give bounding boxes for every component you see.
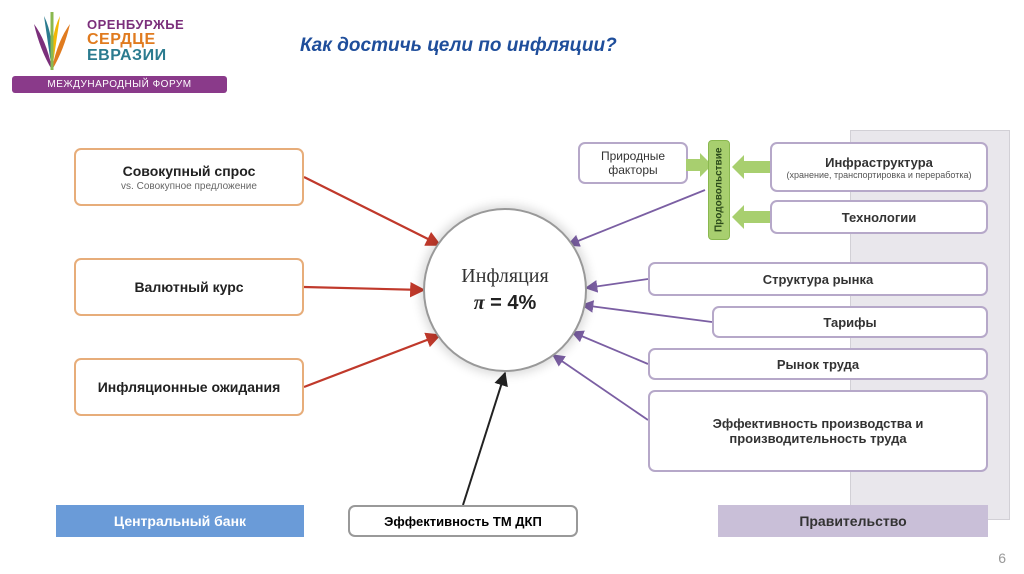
logo-line1: ОРЕНБУРЖЬЕ	[87, 18, 184, 32]
left-box-0: Совокупный спрос vs. Совокупное предложен…	[74, 148, 304, 206]
food-vertical-label: Продовольствие	[708, 140, 730, 240]
left-box-2: Инфляционные ожидания	[74, 358, 304, 416]
logo-line3: ЕВРАЗИИ	[87, 48, 184, 65]
right-green-label: Технологии	[842, 210, 916, 225]
page-number: 6	[998, 550, 1006, 566]
forum-logo: ОРЕНБУРЖЬЕ СЕРДЦЕ ЕВРАЗИИ МЕЖДУНАРОДНЫЙ …	[12, 8, 227, 93]
central-bank-footer: Центральный банк	[56, 505, 304, 537]
government-footer: Правительство	[718, 505, 988, 537]
inflation-label: Инфляция	[461, 265, 548, 288]
left-box-sub: vs. Совокупное предложение	[121, 181, 257, 192]
right-green-box-1: Технологии	[770, 200, 988, 234]
inflation-formula: π = 4%	[474, 292, 537, 315]
natural-factors-box: Природные факторы	[578, 142, 688, 184]
slide-title: Как достичь цели по инфляции?	[300, 35, 617, 57]
right-green-box-0: Инфраструктура(хранение, транспортировка…	[770, 142, 988, 192]
right-box-0: Структура рынка	[648, 262, 988, 296]
logo-text: ОРЕНБУРЖЬЕ СЕРДЦЕ ЕВРАЗИИ	[87, 18, 184, 65]
inflation-circle: Инфляция π = 4%	[425, 210, 585, 370]
right-green-sub: (хранение, транспортировка и переработка…	[786, 170, 971, 180]
left-box-label: Инфляционные ожидания	[98, 379, 281, 395]
right-green-label: Инфраструктура	[825, 155, 933, 170]
left-box-label: Валютный курс	[134, 279, 243, 295]
right-box-1: Тарифы	[712, 306, 988, 338]
bottom-effectiveness-box: Эффективность ТМ ДКП	[348, 505, 578, 537]
logo-flower-icon	[22, 10, 82, 75]
green-arrow-left-2	[732, 205, 770, 229]
logo-banner: МЕЖДУНАРОДНЫЙ ФОРУМ	[12, 76, 227, 93]
green-arrow-left-1	[732, 155, 770, 179]
logo-line2: СЕРДЦЕ	[87, 32, 184, 49]
left-box-label: Совокупный спрос	[123, 163, 256, 179]
right-box-2: Рынок труда	[648, 348, 988, 380]
right-box-3: Эффективность производства и производите…	[648, 390, 988, 472]
left-box-1: Валютный курс	[74, 258, 304, 316]
